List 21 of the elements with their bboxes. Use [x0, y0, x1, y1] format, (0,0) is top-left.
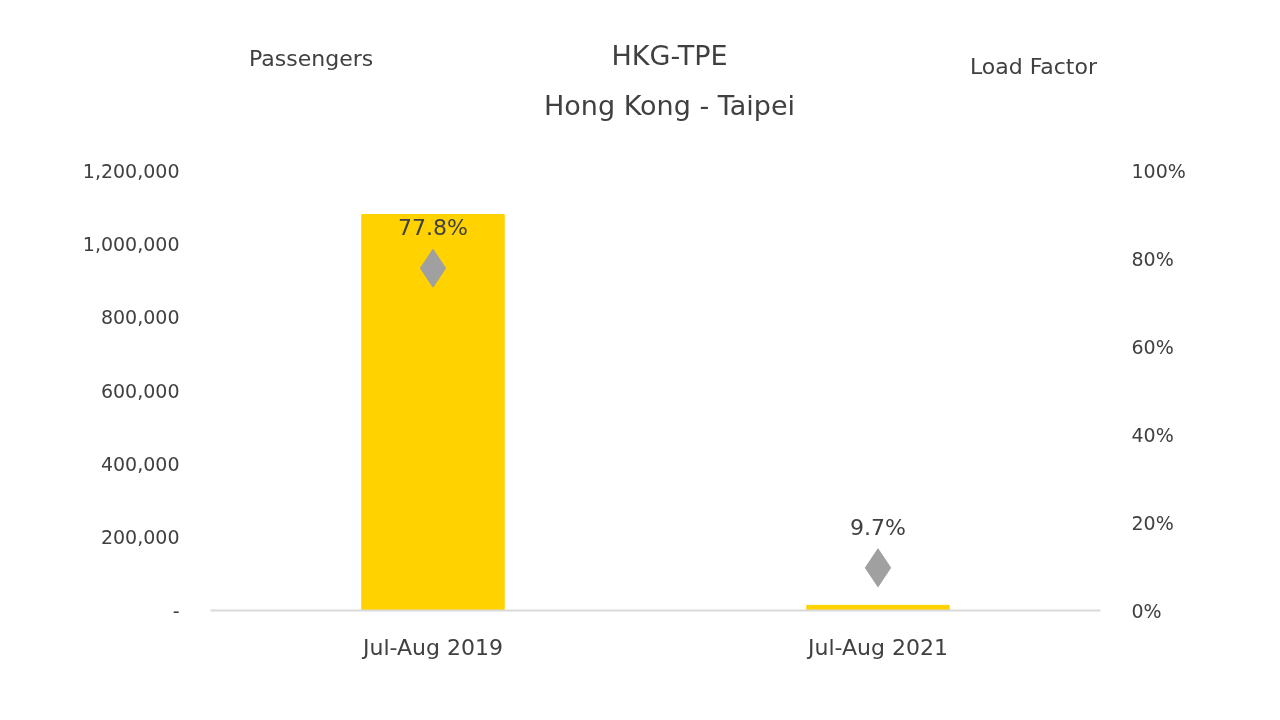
y-tick-label: 1,200,000 — [82, 159, 180, 182]
y-tick-label: 1,000,000 — [82, 232, 180, 255]
chart-title: HKG-TPE — [611, 39, 728, 71]
y2-tick-label: 60% — [1131, 335, 1174, 358]
y-axis-title: Passengers — [249, 45, 374, 71]
y-tick-label: - — [172, 599, 180, 622]
y-tick-label: 200,000 — [100, 526, 180, 549]
y2-tick-label: 20% — [1131, 511, 1174, 534]
x-tick-label: Jul-Aug 2021 — [806, 634, 948, 660]
data-label: 77.8% — [398, 215, 468, 241]
y2-tick-label: 40% — [1131, 423, 1174, 446]
y2-axis-title: Load Factor — [969, 53, 1098, 79]
y2-tick-label: 100% — [1131, 159, 1186, 182]
chart-subtitle: Hong Kong - Taipei — [544, 89, 796, 121]
x-tick-label: Jul-Aug 2019 — [361, 634, 503, 660]
y-tick-label: 600,000 — [100, 379, 180, 402]
y-tick-label: 800,000 — [100, 306, 180, 329]
y-tick-label: 400,000 — [100, 452, 180, 475]
y2-tick-label: 80% — [1131, 247, 1174, 270]
data-label: 9.7% — [850, 514, 906, 540]
y2-tick-label: 0% — [1131, 599, 1162, 622]
